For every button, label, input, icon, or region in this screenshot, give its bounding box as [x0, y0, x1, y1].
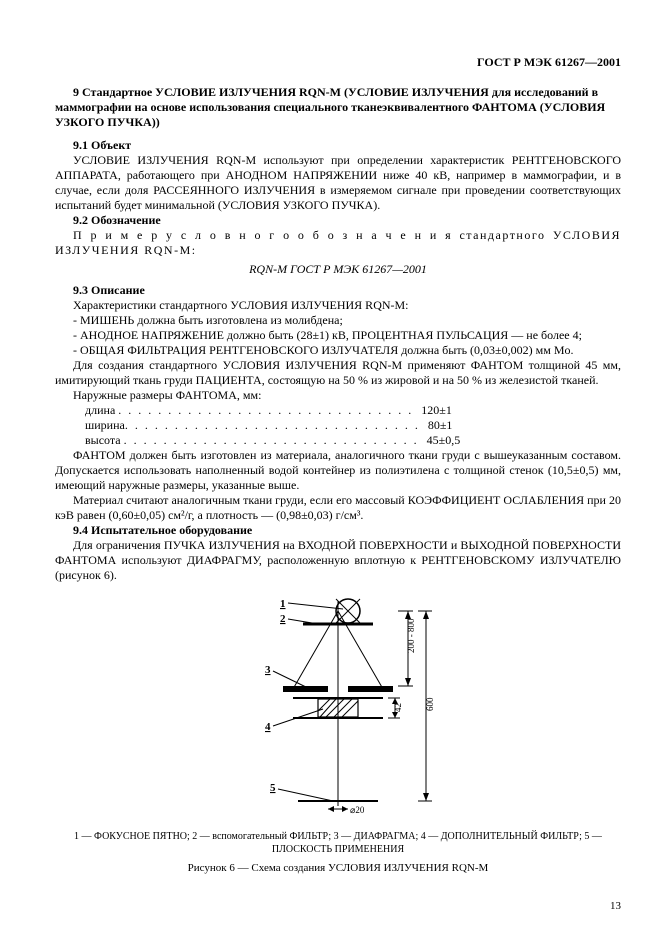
figure-legend: 1 — ФОКУСНОЕ ПЯТНО; 2 — вспомогательный …	[55, 831, 621, 856]
fig-label-2: 2	[280, 613, 286, 625]
figure-caption: Рисунок 6 — Схема создания УСЛОВИЯ ИЗЛУЧ…	[55, 862, 621, 876]
s94-p1: Для ограничения ПУЧКА ИЗЛУЧЕНИЯ на ВХОДН…	[55, 538, 621, 583]
fig-label-5: 5	[270, 782, 276, 794]
dim-width-value: 80±1	[428, 418, 453, 433]
fig-dim-dia: ⌀20	[350, 805, 365, 815]
heading-9-2: 9.2 Обозначение	[55, 213, 621, 228]
doc-code-header: ГОСТ Р МЭК 61267—2001	[477, 55, 621, 70]
dim-length-label: длина	[85, 403, 118, 418]
dim-height-value: 45±0,5	[427, 433, 461, 448]
dim-length-value: 120±1	[421, 403, 452, 418]
leader-dots: . . . . . . . . . . . . . . . . . . . . …	[124, 433, 419, 448]
figure-6-svg: 1 2 3 4	[188, 591, 488, 821]
fig-label-3: 3	[265, 664, 271, 676]
s93-bullet-2: - АНОДНОЕ НАПРЯЖЕНИЕ должно быть (28±1) …	[55, 328, 621, 343]
s93-p4: ФАНТОМ должен быть изготовлен из материа…	[55, 448, 621, 493]
fig-label-4: 4	[265, 721, 271, 733]
leader-dots: . . . . . . . . . . . . . . . . . . . . …	[125, 418, 420, 433]
figure-6: 1 2 3 4	[55, 591, 621, 825]
s93-p2: Для создания стандартного УСЛОВИЯ ИЗЛУЧЕ…	[55, 358, 621, 388]
dim-row-length: длина . . . . . . . . . . . . . . . . . …	[85, 403, 621, 418]
dim-row-width: ширина . . . . . . . . . . . . . . . . .…	[85, 418, 621, 433]
p-9-1-body: УСЛОВИЕ ИЗЛУЧЕНИЯ RQN-M используют при о…	[55, 153, 621, 213]
designation-formula: RQN-M ГОСТ Р МЭК 61267—2001	[55, 262, 621, 277]
fig-dim-mid: 42	[393, 703, 403, 712]
dim-width-label: ширина	[85, 418, 125, 433]
page-number: 13	[610, 900, 621, 914]
s93-intro: Характеристики стандартного УСЛОВИЯ ИЗЛУ…	[55, 298, 621, 313]
dim-height-label: высота	[85, 433, 124, 448]
fig-dim-total: 600	[425, 697, 435, 711]
leader-dots: . . . . . . . . . . . . . . . . . . . . …	[118, 403, 413, 418]
page: ГОСТ Р МЭК 61267—2001 9 Стандартное УСЛО…	[0, 0, 661, 936]
s93-p5: Материал считают аналогичным ткани груди…	[55, 493, 621, 523]
fig-dim-top: 200 - 800	[406, 618, 416, 653]
heading-9-1: 9.1 Объект	[55, 138, 621, 153]
section-9-title: 9 Стандартное УСЛОВИЕ ИЗЛУЧЕНИЯ RQN-M (У…	[55, 85, 621, 130]
heading-9-3: 9.3 Описание	[55, 283, 621, 298]
fig-label-1: 1	[280, 598, 286, 610]
example-line: П р и м е р у с л о в н о г о о б о з н …	[55, 228, 621, 258]
s93-p3: Наружные размеры ФАНТОМА, мм:	[55, 388, 621, 403]
heading-9-4: 9.4 Испытательное оборудование	[55, 523, 621, 538]
s93-bullet-3: - ОБЩАЯ ФИЛЬТРАЦИЯ РЕНТГЕНОВСКОГО ИЗЛУЧА…	[55, 343, 621, 358]
dim-row-height: высота . . . . . . . . . . . . . . . . .…	[85, 433, 621, 448]
s93-bullet-1: - МИШЕНЬ должна быть изготовлена из моли…	[55, 313, 621, 328]
